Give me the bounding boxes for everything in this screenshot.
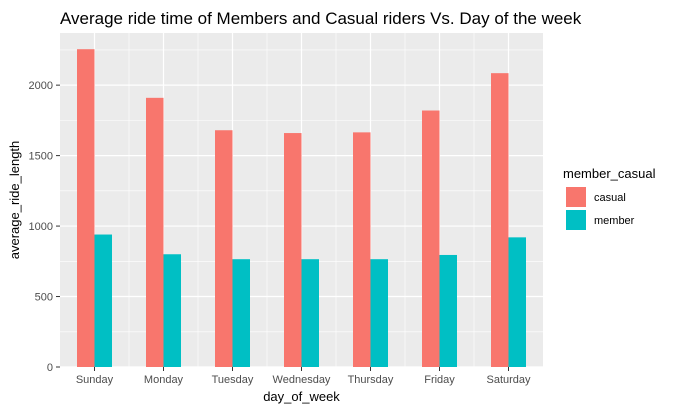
y-tick-label: 2000 (29, 80, 53, 92)
bar-casual-sunday (77, 49, 95, 367)
bar-casual-wednesday (284, 133, 302, 367)
bar-member-saturday (508, 237, 526, 367)
bar-casual-monday (146, 97, 164, 368)
x-tick-label: Wednesday (273, 374, 331, 386)
y-axis-title: average_ride_length (7, 141, 22, 260)
chart-title: Average ride time of Members and Casual … (60, 9, 582, 28)
x-tick-label: Friday (424, 374, 455, 386)
legend-label-casual: casual (594, 192, 626, 204)
x-tick-label: Sunday (76, 374, 114, 386)
bar-member-monday (163, 254, 181, 367)
x-tick-label: Monday (144, 374, 184, 386)
bar-member-tuesday (232, 259, 250, 367)
bar-member-wednesday (301, 259, 319, 367)
y-tick-label: 0 (47, 362, 53, 374)
bar-member-friday (439, 254, 457, 367)
legend-key-member (566, 210, 586, 230)
x-tick-label: Saturday (486, 374, 531, 386)
bar-casual-thursday (353, 132, 371, 367)
bar-casual-saturday (491, 73, 509, 368)
bar-member-sunday (94, 234, 112, 367)
x-tick-label: Tuesday (212, 374, 254, 386)
x-tick-label: Thursday (348, 374, 394, 386)
y-tick-label: 1500 (29, 151, 53, 163)
bar-casual-friday (422, 110, 440, 367)
x-axis: Sunday Monday Tuesday Wednesday Thursday Frid… (76, 367, 531, 386)
y-tick-label: 500 (35, 292, 53, 304)
legend-title: member_casual (563, 166, 656, 181)
y-tick-label: 1000 (29, 221, 53, 233)
bar-member-thursday (370, 259, 388, 367)
x-axis-title: day_of_week (263, 389, 340, 404)
legend-key-casual (566, 187, 586, 207)
legend: member_casual casual member (563, 166, 656, 230)
y-axis: 0 500 1000 1500 2000 (29, 80, 60, 374)
bar-casual-tuesday (215, 130, 233, 367)
legend-label-member: member (594, 215, 635, 227)
bars (77, 49, 526, 368)
